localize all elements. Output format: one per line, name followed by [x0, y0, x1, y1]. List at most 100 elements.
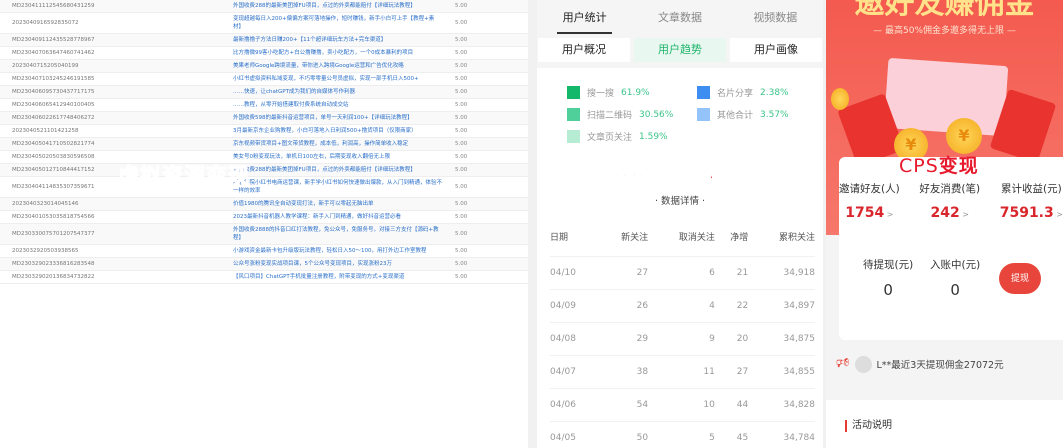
wechat-stats-panel: 用户统计 文章数据 视频数据 用户概况 用户趋势 用户画像 搜一搜 61.9% 名片…	[537, 0, 823, 448]
order-title-link[interactable]: 小游戏资金最新卡包升级版玩法教程，轻松日入50～100，用打外边工作室教程	[233, 248, 427, 254]
stat-number: 242	[930, 205, 960, 221]
order-id: 2023032920503938565	[12, 248, 79, 254]
banner-title: 邀好友赚佣金	[854, 0, 1035, 21]
legend-item: 文章页关注 1.59%	[567, 130, 697, 143]
subtab-overview[interactable]: 用户概况	[538, 38, 630, 62]
column-header: 日期	[550, 233, 569, 244]
stat-label: 累计收益(元)	[1001, 183, 1062, 195]
legend-item: 搜一搜 61.9%	[567, 86, 697, 99]
order-title-link[interactable]: 外国收费2888的抖音口红打法教程，免公众号，免服务号，对接三方支付【源码+教程…	[233, 227, 439, 241]
table-row: 04/06 54 10 44 34,828	[550, 387, 815, 421]
order-id: MD230329020136834732822	[12, 274, 95, 280]
order-price: 5.00	[455, 141, 468, 147]
order-title-link[interactable]: 【风口项目】ChatGPT手机批量注册教程，附带变现的方式+变现渠道	[233, 274, 405, 280]
table-cell: 11	[648, 354, 715, 388]
order-price: 5.00	[455, 274, 468, 280]
table-row: MD230330075701207547377 外国收费2888的抖音口红打法教程…	[0, 224, 528, 245]
order-title-link[interactable]: 红薯学院小红书电商运营课，新手学小红书如何快速做出爆款，从入门到精通，体验不一样…	[233, 180, 443, 194]
table-cell: 5	[648, 420, 715, 448]
legend-swatch	[567, 130, 580, 143]
order-price: 5.00	[455, 231, 468, 237]
order-title-link[interactable]: 外国收费288的最新美团掉FU项目，点过的外卖都能赔付【详细玩法教程】	[233, 3, 416, 9]
chevron-right-icon: >	[1053, 210, 1063, 219]
overlay-caption-cps: CPS	[899, 155, 939, 177]
order-title-link[interactable]: 比方撸微99客小吃配方+白公撸赚撸，卖小吃配方，一个0成本暴利的项目	[233, 50, 414, 56]
table-cell: 22	[714, 288, 749, 322]
column-header: 净增	[730, 233, 749, 244]
chevron-right-icon: >	[884, 210, 894, 219]
table-cell: 10	[648, 387, 715, 421]
subtab-profile[interactable]: 用户画像	[730, 38, 822, 62]
table-cell: 44	[714, 387, 749, 421]
table-row: MD230406022617748406272 外国收费598的最新抖音运营项目，…	[0, 112, 528, 125]
tab-user-stats[interactable]: 用户统计	[537, 9, 632, 34]
legend-value: 61.9%	[621, 87, 650, 98]
table-row: MD230409112435528778967 最新撸撸子方法日赚200+【11个…	[0, 34, 528, 47]
stat-item[interactable]: 邀请好友(人) 1754 >	[839, 181, 900, 221]
order-id: 2023040521101421258	[12, 128, 79, 134]
table-cell: 26	[598, 288, 649, 322]
incoming-amount: 入账中(元) 0	[930, 257, 980, 299]
table-row: 04/05 50 5 45 34,784	[550, 420, 815, 448]
subtab-trend[interactable]: 用户趋势	[634, 38, 726, 62]
order-title-link[interactable]: 外国收费598的最新抖音运营项目，单号一天利润100+【详细玩法教程】	[233, 115, 413, 121]
order-price: 5.00	[455, 76, 468, 82]
order-price: 5.00	[455, 248, 468, 254]
follower-table: 日期 新关注 取消关注 净增 累积关注 04/10 27 6 21 34,918 04/09 26 4…	[550, 218, 815, 448]
table-row: 2023032920503938565 小游戏资金最新卡包升级版玩法教程，轻松日入…	[0, 245, 528, 258]
order-id: MD230407063647460741462	[12, 50, 95, 56]
order-title-link[interactable]: 美女号0粉变现玩法，单机日100左右，后期变现收入翻倍无上限	[233, 154, 390, 160]
table-row: MD230404114835307359671 红薯学院小红书电商运营课，新手学小…	[0, 177, 528, 198]
order-id: MD230405020503830596508	[12, 154, 95, 160]
table-cell: 45	[714, 420, 749, 448]
order-title-link[interactable]: 最新撸撸子方法日赚200+【11个超详细玩车方法+完车渠道】	[233, 37, 387, 43]
table-cell: 20	[714, 321, 749, 355]
table-cell: 27	[598, 255, 649, 289]
table-cell: 04/08	[550, 321, 599, 355]
table-cell: 04/05	[550, 420, 599, 448]
legend-swatch	[567, 86, 580, 99]
banner-subtitle: — 最高50%佣金多邀多得无上限 —	[873, 26, 1016, 36]
earnings-card: CPS变现 邀请好友(人) 1754 > 好友消费(笔) 242 > 累计收益(元) 75…	[839, 155, 1063, 340]
order-title-link[interactable]: 2023最新抖音机器人教学课程：新手入门到精通，做好抖音运营必看	[233, 214, 401, 220]
tab-video-data[interactable]: 视频数据	[753, 11, 798, 24]
table-row: MD230406065412940100405 ……教程，从零开始搭建取付费系统自…	[0, 99, 528, 112]
legend-item: 其他合计 3.57%	[697, 108, 807, 121]
legend-value: 3.57%	[760, 109, 789, 120]
order-title-link[interactable]: ……教程，从零开始搭建取付费系统自动成交站	[233, 102, 349, 108]
detail-title: · 数据详情 ·	[654, 196, 706, 207]
table-cell: 34,875	[748, 321, 815, 355]
order-title-link[interactable]: 变现超越每日入200+偏偏方案可落地操作，短时赚钱，新手小白可上手【教程+素材】	[233, 16, 435, 30]
order-id: MD230405012710844417152	[12, 167, 95, 173]
legend-value: 1.59%	[639, 131, 668, 142]
order-title-link[interactable]: ……快速，让chatGPT成为我们的自媒体写作利器	[233, 89, 355, 95]
order-title-link[interactable]: 外国收费288的最新美团掉FU项目，点过的外卖都能赔付【详细玩法教程】	[233, 167, 416, 173]
stat-item[interactable]: 累计收益(元) 7591.3 >	[1000, 181, 1063, 221]
table-cell: 34,784	[748, 420, 815, 448]
order-price: 5.00	[455, 63, 468, 69]
stat-value: 7591.3 >	[1000, 205, 1063, 221]
order-id: 2023040323014045146	[12, 201, 79, 207]
withdraw-button[interactable]: 提现	[999, 263, 1041, 294]
avatar	[854, 355, 872, 373]
order-id: 2023040916592835072	[12, 20, 79, 26]
table-cell: 04/07	[550, 354, 599, 388]
order-title-link[interactable]: 价值1980的腾讯全自动变现打法，新手可以零起无脑出单	[233, 201, 374, 207]
order-title-link[interactable]: 公众号涨粉变现实战项目课，5个公众号变现项目，实现涨粉23万	[233, 261, 392, 267]
order-title-link[interactable]: 3月最新京东企业购教程，小白可落地入日利润500+撸货项目（仅限商家）	[233, 128, 417, 134]
table-cell: 04/06	[550, 387, 599, 421]
table-cell: 50	[598, 420, 649, 448]
table-row: MD230411112545680431259 外国收费288的最新美团掉FU项目…	[0, 0, 528, 13]
order-title-link[interactable]: 小红书虚拟资料私域变现，不巧零零量公号员虚拟，实现一部手机日入500+	[233, 76, 419, 82]
order-title-link[interactable]: 京东视频带货项目+图文带货教程，成本低，利润高，操作简单收入稳定	[233, 141, 409, 147]
order-title-link[interactable]: 美果老师Google跨境流量，带你进入跨境Google运营和广告优化攻略	[233, 63, 404, 69]
table-cell: 04/10	[550, 255, 599, 289]
tab-article-data[interactable]: 文章数据	[657, 11, 702, 24]
activity-section: 活动说明	[826, 400, 1063, 448]
stat-item[interactable]: 好友消费(笔) 242 >	[919, 181, 980, 221]
table-row: 04/08 29 9 20 34,875	[550, 321, 815, 355]
legend-swatch	[697, 86, 710, 99]
legend-swatch	[567, 108, 580, 121]
legend-swatch	[697, 108, 710, 121]
order-price: 5.00	[455, 89, 468, 95]
